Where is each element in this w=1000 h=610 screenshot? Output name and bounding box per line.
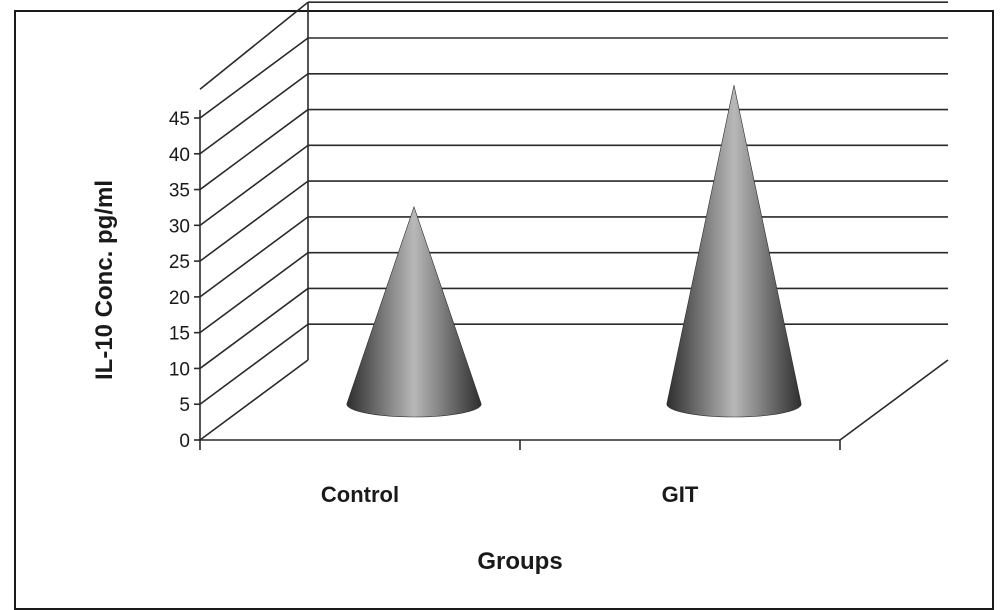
gridline-side-15 (199, 252, 309, 334)
x-axis-title: Groups (477, 548, 562, 575)
cone-git (666, 85, 802, 418)
y-tick-label-45: 45 (169, 109, 190, 130)
y-tick-label-35: 35 (169, 181, 190, 202)
floor-right-edge (839, 359, 949, 441)
gridline-side-30 (199, 144, 309, 226)
gridline-side-5 (199, 323, 309, 405)
x-tick-label-control: Control (321, 482, 399, 507)
y-axis-title: IL-10 Conc. pg/ml (91, 180, 118, 380)
axis-layer (194, 110, 841, 450)
gridline-side-45 (199, 37, 309, 119)
gridline-side-10 (199, 287, 309, 370)
gridline-side-25 (199, 180, 309, 262)
cone-layer (346, 85, 802, 418)
gridline-side-0 (199, 359, 309, 441)
y-tick-label-40: 40 (169, 145, 190, 166)
gridline-side-40 (199, 73, 309, 155)
cone-body-control (346, 205, 482, 418)
cone-body-git (666, 85, 802, 418)
x-tick-label-git: GIT (662, 482, 699, 507)
y-tick-label-15: 15 (169, 324, 190, 345)
y-tick-label-10: 10 (169, 359, 190, 380)
y-tick-label-0: 0 (179, 431, 190, 452)
cone-control (346, 205, 482, 418)
gridline-side-20 (199, 216, 309, 298)
label-layer: IL-10 Conc. pg/ml Groups 0 5 10 15 20 25 30 35 4… (91, 109, 699, 575)
y-tick-label-20: 20 (169, 288, 190, 309)
y-tick-label-30: 30 (169, 216, 190, 237)
gridline-side-top (199, 1, 309, 90)
gridline-side-35 (199, 108, 309, 191)
y-tick-label-25: 25 (169, 252, 190, 273)
grid-layer (199, 1, 949, 441)
y-tick-label-5: 5 (179, 395, 190, 416)
